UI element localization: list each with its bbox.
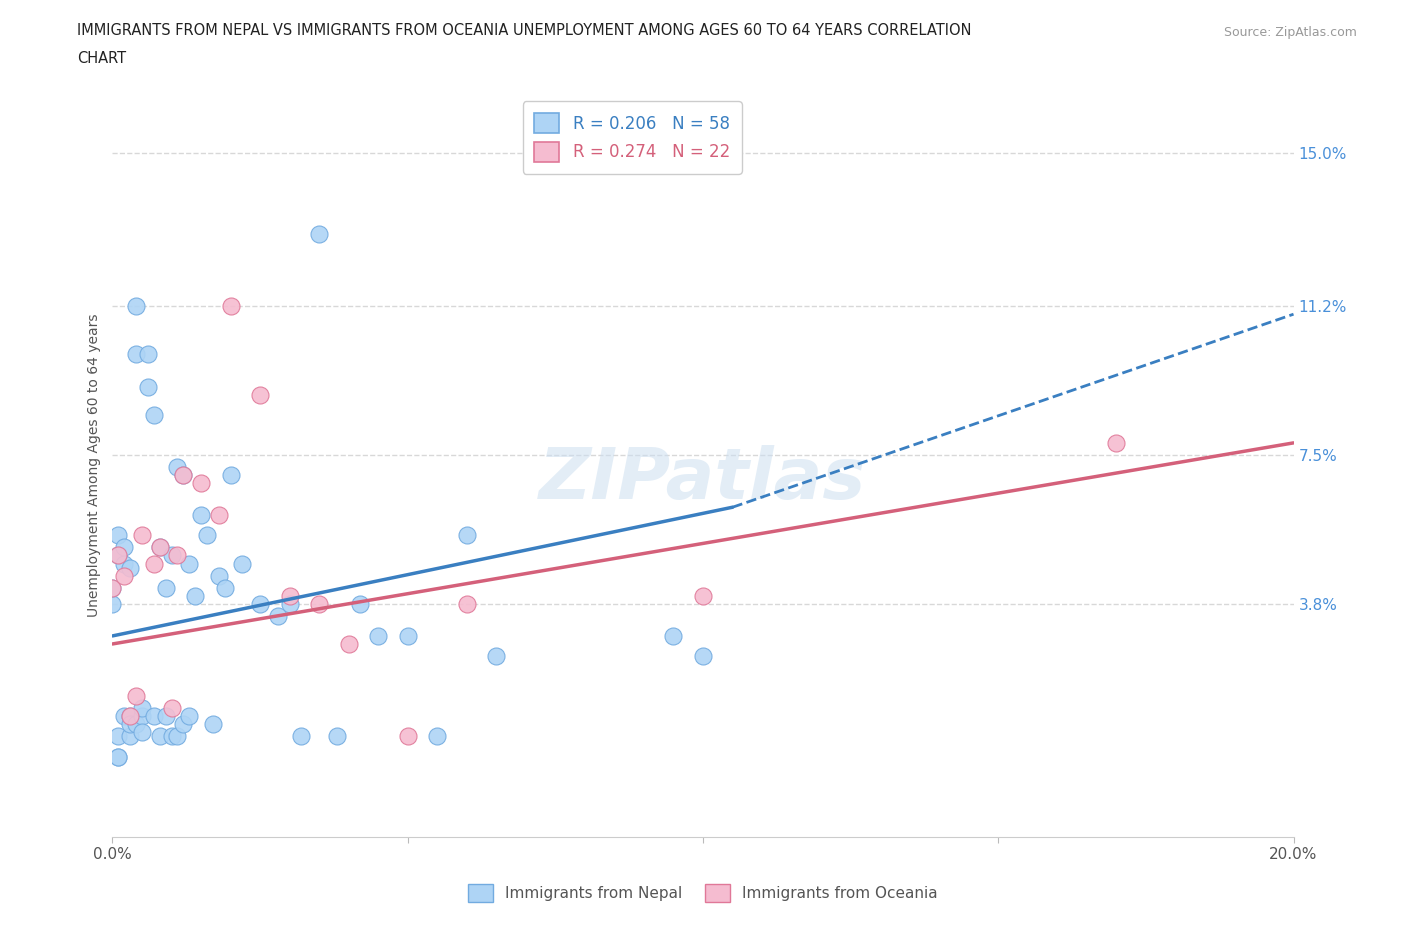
Point [166, 729, 188, 744]
Point [112, 568, 135, 583]
Point [112, 709, 135, 724]
Point [120, 729, 142, 744]
Point [1105, 435, 1128, 450]
Point [142, 407, 165, 422]
Point [107, 750, 129, 764]
Point [160, 729, 183, 744]
Text: IMMIGRANTS FROM NEPAL VS IMMIGRANTS FROM OCEANIA UNEMPLOYMENT AMONG AGES 60 TO 6: IMMIGRANTS FROM NEPAL VS IMMIGRANTS FROM… [77, 23, 972, 38]
Point [120, 709, 142, 724]
Point [396, 629, 419, 644]
Point [267, 608, 290, 623]
Point [219, 299, 242, 313]
Point [131, 701, 153, 716]
Point [214, 580, 236, 595]
Text: ZIPatlas: ZIPatlas [540, 445, 866, 514]
Point [219, 468, 242, 483]
Point [131, 528, 153, 543]
Point [201, 717, 224, 732]
Point [662, 629, 685, 644]
Point [160, 548, 183, 563]
Point [456, 596, 478, 611]
Point [190, 475, 212, 490]
Text: Source: ZipAtlas.com: Source: ZipAtlas.com [1223, 26, 1357, 39]
Point [184, 589, 207, 604]
Point [142, 709, 165, 724]
Point [208, 568, 231, 583]
Point [308, 226, 330, 241]
Point [101, 596, 124, 611]
Point [155, 709, 177, 724]
Point [101, 580, 124, 595]
Point [278, 596, 301, 611]
Point [131, 709, 153, 724]
Point [278, 589, 301, 604]
Point [337, 636, 360, 651]
Point [112, 556, 135, 571]
Point [166, 459, 188, 474]
Point [142, 556, 165, 571]
Point [190, 508, 212, 523]
Point [166, 548, 188, 563]
Point [195, 528, 218, 543]
Point [367, 629, 389, 644]
Point [456, 528, 478, 543]
Point [290, 729, 312, 744]
Point [125, 299, 148, 313]
Point [172, 468, 194, 483]
Point [249, 387, 271, 402]
Point [172, 717, 194, 732]
Point [249, 596, 271, 611]
Point [349, 596, 371, 611]
Point [107, 528, 129, 543]
Point [101, 580, 124, 595]
Point [179, 556, 201, 571]
Point [485, 648, 508, 663]
Point [125, 717, 148, 732]
Point [125, 347, 148, 362]
Point [692, 589, 714, 604]
Point [107, 548, 129, 563]
Point [326, 729, 349, 744]
Point [149, 729, 172, 744]
Point [131, 725, 153, 740]
Point [136, 379, 159, 394]
Text: CHART: CHART [77, 51, 127, 66]
Legend: Immigrants from Nepal, Immigrants from Oceania: Immigrants from Nepal, Immigrants from O… [461, 876, 945, 910]
Point [208, 508, 231, 523]
Point [125, 689, 148, 704]
Point [120, 560, 142, 575]
Point [692, 648, 714, 663]
Point [107, 750, 129, 764]
Point [396, 729, 419, 744]
Point [155, 580, 177, 595]
Point [136, 347, 159, 362]
Point [308, 596, 330, 611]
Point [231, 556, 253, 571]
Point [107, 548, 129, 563]
Point [179, 709, 201, 724]
Point [112, 540, 135, 555]
Legend: R = 0.206   N = 58, R = 0.274   N = 22: R = 0.206 N = 58, R = 0.274 N = 22 [523, 101, 741, 174]
Point [160, 701, 183, 716]
Point [120, 709, 142, 724]
Point [426, 729, 449, 744]
Point [172, 468, 194, 483]
Point [107, 729, 129, 744]
Y-axis label: Unemployment Among Ages 60 to 64 years: Unemployment Among Ages 60 to 64 years [87, 313, 101, 617]
Point [120, 717, 142, 732]
Point [149, 540, 172, 555]
Point [149, 540, 172, 555]
